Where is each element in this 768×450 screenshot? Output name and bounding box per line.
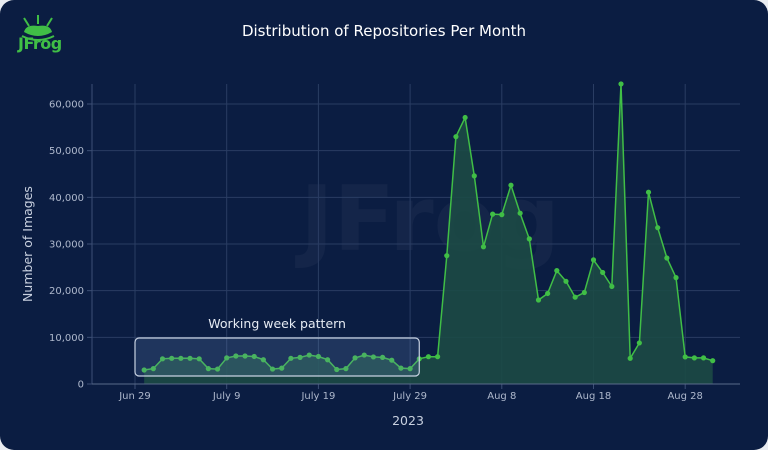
data-point[interactable] xyxy=(499,212,505,218)
y-tick-label: 60,000 xyxy=(49,100,84,111)
data-point[interactable] xyxy=(682,354,688,360)
data-point[interactable] xyxy=(233,353,239,359)
data-point[interactable] xyxy=(398,365,404,371)
data-point[interactable] xyxy=(590,257,597,263)
y-tick-label: 20,000 xyxy=(49,286,84,297)
data-point[interactable] xyxy=(627,355,633,361)
data-point[interactable] xyxy=(700,355,707,361)
y-tick-label: 10,000 xyxy=(49,333,84,344)
y-tick-label: 30,000 xyxy=(49,240,84,251)
annotation-box xyxy=(134,337,420,377)
data-point[interactable] xyxy=(480,244,487,250)
data-point[interactable] xyxy=(508,182,514,188)
data-point[interactable] xyxy=(645,189,652,195)
x-tick-label: Aug 28 xyxy=(667,391,702,402)
data-point[interactable] xyxy=(324,357,331,363)
logo-text: JFrog xyxy=(18,34,62,53)
data-point[interactable] xyxy=(141,367,147,373)
x-tick-label: July 19 xyxy=(300,391,335,402)
jfrog-logo-icon xyxy=(21,15,55,41)
data-point[interactable] xyxy=(655,225,661,231)
data-point[interactable] xyxy=(490,211,496,217)
data-point[interactable] xyxy=(581,289,587,296)
x-axis-title: 2023 xyxy=(392,413,424,428)
data-point[interactable] xyxy=(242,353,248,359)
data-point[interactable] xyxy=(710,358,716,364)
data-point[interactable] xyxy=(214,366,221,372)
data-point[interactable] xyxy=(600,269,606,276)
annotation-label: Working week pattern xyxy=(208,316,346,331)
data-point[interactable] xyxy=(379,354,386,360)
x-tick-label: Aug 8 xyxy=(487,391,516,402)
data-point[interactable] xyxy=(673,275,679,281)
data-point[interactable] xyxy=(251,353,257,360)
data-point[interactable] xyxy=(159,356,166,362)
data-point[interactable] xyxy=(169,355,175,361)
data-point[interactable] xyxy=(425,354,432,360)
data-point[interactable] xyxy=(370,354,377,360)
data-point[interactable] xyxy=(389,357,395,363)
y-tick-label: 50,000 xyxy=(49,146,84,157)
data-point[interactable] xyxy=(306,352,312,358)
data-point[interactable] xyxy=(224,355,230,361)
y-axis-title: Number of Images xyxy=(20,186,35,302)
y-tick-label: 0 xyxy=(78,380,84,391)
data-point[interactable] xyxy=(178,355,184,361)
data-point[interactable] xyxy=(288,355,294,361)
data-point[interactable] xyxy=(435,354,441,360)
data-point[interactable] xyxy=(352,355,358,361)
data-point[interactable] xyxy=(563,278,569,284)
data-point[interactable] xyxy=(526,236,532,242)
x-tick-label: July 9 xyxy=(212,391,241,402)
data-point[interactable] xyxy=(260,357,266,363)
data-point[interactable] xyxy=(444,253,450,259)
data-point[interactable] xyxy=(196,356,202,362)
data-point[interactable] xyxy=(572,294,578,300)
data-point[interactable] xyxy=(535,297,542,303)
x-tick-label: Aug 18 xyxy=(576,391,611,402)
data-point[interactable] xyxy=(453,134,459,140)
chart-title: Distribution of Repositories Per Month xyxy=(241,22,527,40)
data-point[interactable] xyxy=(609,283,615,290)
data-point[interactable] xyxy=(279,365,285,371)
data-point[interactable] xyxy=(297,354,303,360)
data-point[interactable] xyxy=(269,366,276,372)
data-point[interactable] xyxy=(664,255,670,261)
data-point[interactable] xyxy=(187,355,193,361)
data-point[interactable] xyxy=(545,290,551,297)
y-tick-label: 40,000 xyxy=(49,193,84,204)
area-fill xyxy=(144,83,713,385)
data-point[interactable] xyxy=(334,366,340,373)
data-point[interactable] xyxy=(343,366,349,372)
x-tick-label: July 29 xyxy=(392,391,427,402)
data-point[interactable] xyxy=(618,81,624,87)
data-point[interactable] xyxy=(471,173,477,179)
data-point[interactable] xyxy=(462,114,468,121)
data-point[interactable] xyxy=(554,268,560,274)
data-point[interactable] xyxy=(517,210,523,216)
data-point[interactable] xyxy=(150,366,156,372)
x-tick-label: Jun 29 xyxy=(118,391,151,402)
data-point[interactable] xyxy=(205,366,211,372)
data-point[interactable] xyxy=(691,355,697,361)
data-point[interactable] xyxy=(407,366,413,372)
data-point[interactable] xyxy=(636,340,642,346)
data-point[interactable] xyxy=(361,352,367,358)
data-point[interactable] xyxy=(315,353,321,360)
